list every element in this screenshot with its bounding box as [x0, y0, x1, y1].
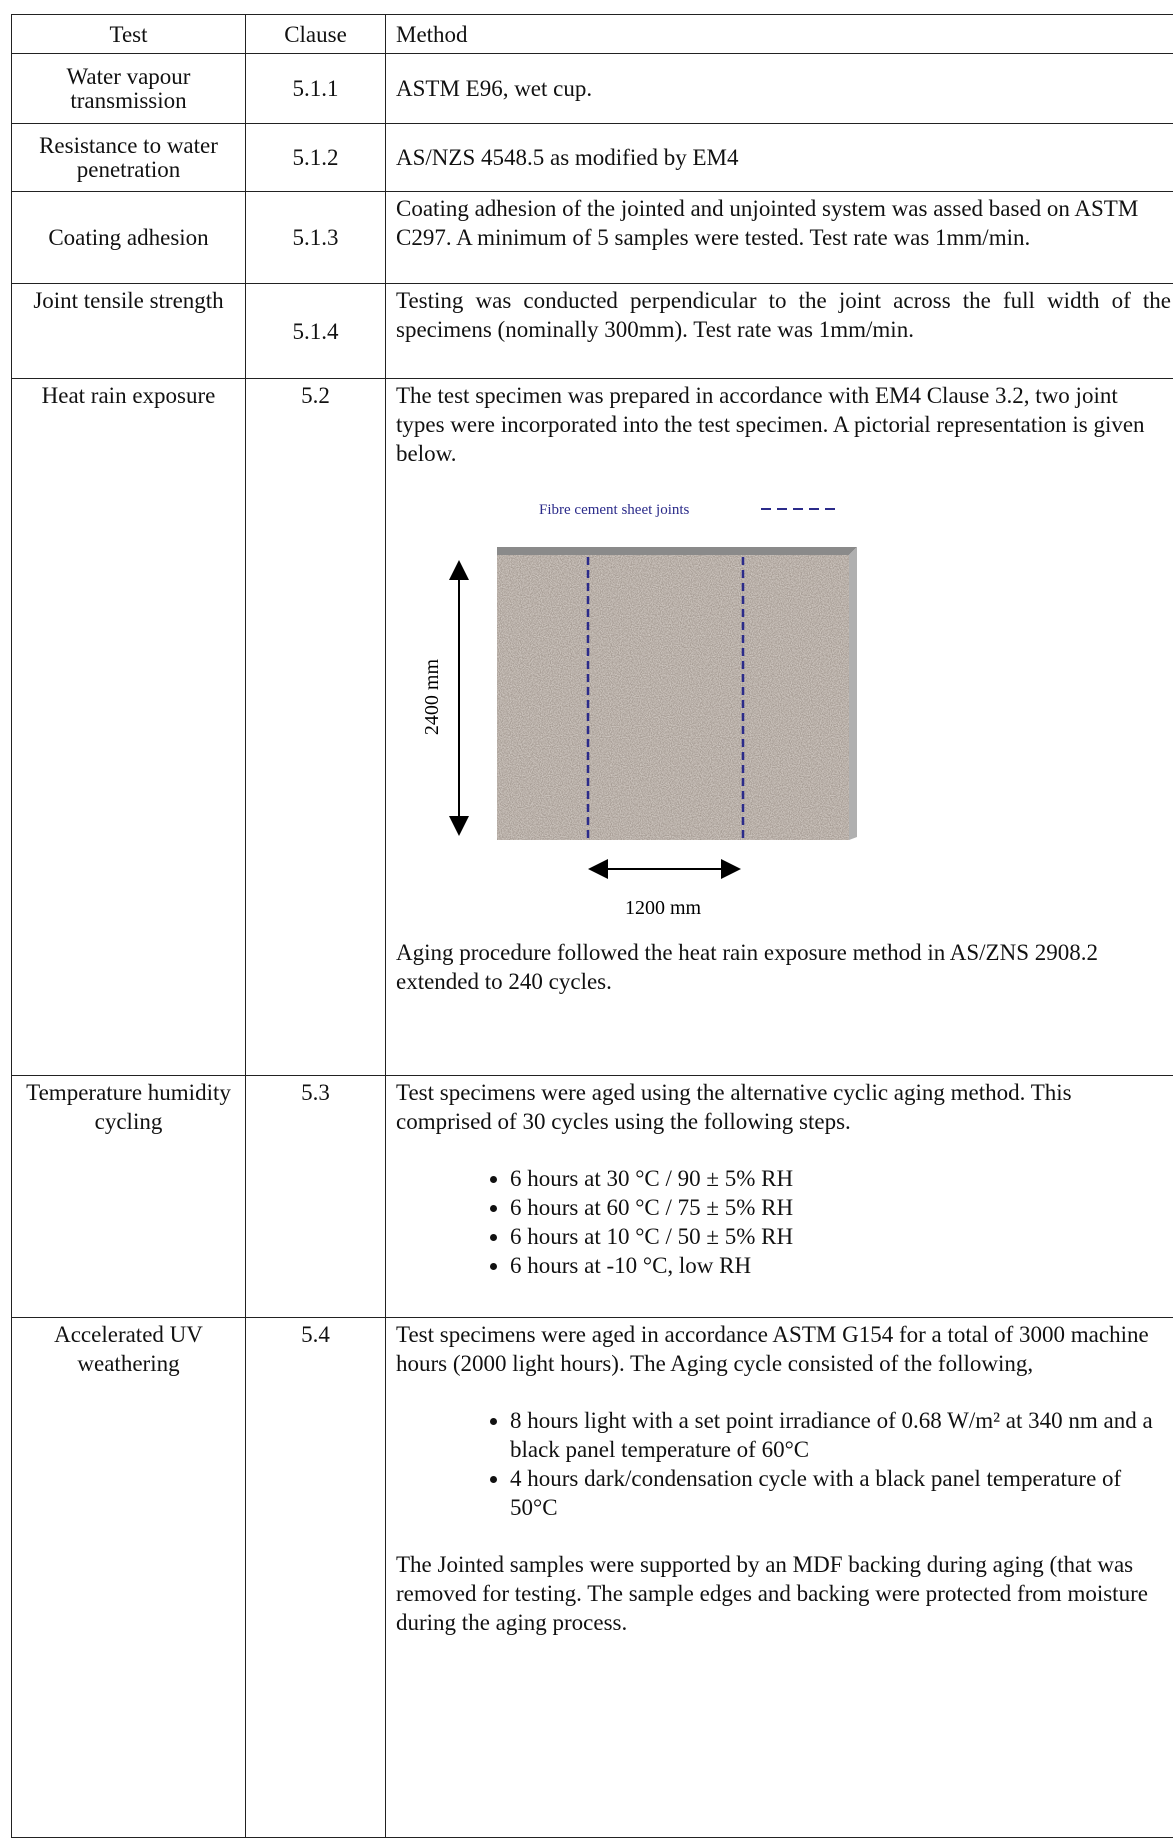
row: Water vapour transmission 5.1.1 ASTM E96… [12, 54, 1173, 124]
bullet: 6 hours at 10 °C / 50 ± 5% RH [510, 1222, 1171, 1251]
test-cell: Coating adhesion [12, 192, 246, 284]
width-label: 1200 mm [625, 897, 702, 919]
clause-cell: 5.1.2 [246, 124, 386, 192]
method-cell: AS/NZS 4548.5 as modified by EM4 [386, 124, 1173, 192]
bullet: 6 hours at 30 °C / 90 ± 5% RH [510, 1164, 1171, 1193]
clause-cell: 5.1.4 [246, 284, 386, 379]
method-text: AS/NZS 4548.5 as modified by EM4 [396, 143, 1171, 172]
method-cell: Coating adhesion of the jointed and unjo… [386, 192, 1173, 284]
method-text: Test specimens were aged using the alter… [396, 1078, 1171, 1136]
row: Joint tensile strength 5.1.4 Testing was… [12, 284, 1173, 379]
bullet: 4 hours dark/condensation cycle with a b… [510, 1464, 1171, 1522]
bullet: 6 hours at -10 °C, low RH [510, 1251, 1171, 1280]
method-text: ASTM E96, wet cup. [396, 74, 1171, 103]
method-text: Test specimens were aged in accordance A… [396, 1320, 1171, 1378]
height-label: 2400 mm [421, 659, 443, 736]
header-cell: Clause [246, 15, 386, 54]
test-cell: Resistance to water penetration [12, 124, 246, 192]
row: Resistance to water penetration 5.1.2 AS… [12, 124, 1173, 192]
method-text: Aging procedure followed the heat rain e… [396, 938, 1171, 996]
header-cell: Test [12, 15, 246, 54]
header-row: Test Clause Method [12, 15, 1173, 54]
method-text: The Jointed samples were supported by an… [396, 1550, 1171, 1637]
tbody: Test Clause Method Water vapour transmis… [12, 15, 1173, 1838]
method-text: The test specimen was prepared in accord… [396, 381, 1171, 468]
method-cell: The test specimen was prepared in accord… [386, 379, 1173, 1076]
figure-legend: Fibre cement sheet joints [539, 502, 690, 518]
clause-cell: 5.3 [246, 1076, 386, 1318]
bullet-list: 8 hours light with a set point irradianc… [396, 1406, 1171, 1522]
row: Accelerated UV weathering 5.4 Test speci… [12, 1318, 1173, 1838]
method-cell: Test specimens were aged using the alter… [386, 1076, 1173, 1318]
test-cell: Accelerated UV weathering [12, 1318, 246, 1838]
clause-cell: 5.1.3 [246, 192, 386, 284]
row: Coating adhesion 5.1.3 Coating adhesion … [12, 192, 1173, 284]
header-cell: Method [386, 15, 1173, 54]
bullet-list: 6 hours at 30 °C / 90 ± 5% RH 6 hours at… [396, 1164, 1171, 1280]
panel-side [849, 547, 857, 840]
clause-cell: 5.2 [246, 379, 386, 1076]
methods-table: Test Clause Method Water vapour transmis… [11, 14, 1173, 1838]
bullet: 8 hours light with a set point irradianc… [510, 1406, 1171, 1464]
method-cell: ASTM E96, wet cup. [386, 54, 1173, 124]
test-cell: Joint tensile strength [12, 284, 246, 379]
method-text: Coating adhesion of the jointed and unjo… [396, 194, 1171, 252]
test-cell: Heat rain exposure [12, 379, 246, 1076]
test-cell: Water vapour transmission [12, 54, 246, 124]
row: Temperature humidity cycling 5.3 Test sp… [12, 1076, 1173, 1318]
bullet: 6 hours at 60 °C / 75 ± 5% RH [510, 1193, 1171, 1222]
clause-cell: 5.1.1 [246, 54, 386, 124]
method-cell: Test specimens were aged in accordance A… [386, 1318, 1173, 1838]
panel-texture [497, 555, 849, 840]
specimen-figure: Fibre cement sheet joints 2400 mm 1200 m… [386, 482, 1086, 932]
panel-top [497, 547, 857, 555]
method-text: Testing was conducted perpendicular to t… [396, 286, 1171, 344]
method-cell: Testing was conducted perpendicular to t… [386, 284, 1173, 379]
clause-cell: 5.4 [246, 1318, 386, 1838]
test-cell: Temperature humidity cycling [12, 1076, 246, 1318]
row: Heat rain exposure 5.2 The test specimen… [12, 379, 1173, 1076]
